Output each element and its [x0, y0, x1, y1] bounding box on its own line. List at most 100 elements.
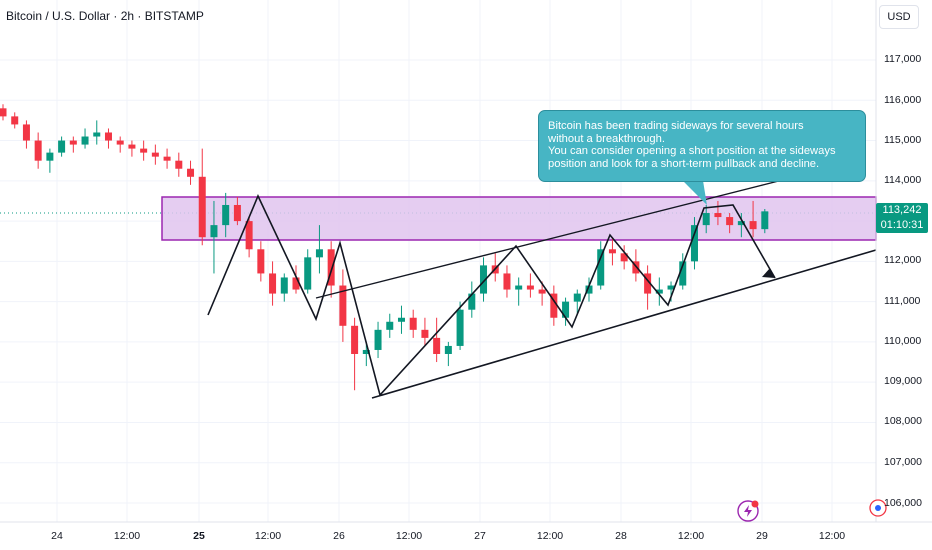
candle-body — [22, 124, 30, 141]
candle-body — [690, 225, 698, 262]
price-label: 111,000 — [884, 295, 921, 307]
time-label: 12:00 — [395, 530, 423, 542]
time-label: 12:00 — [677, 530, 705, 542]
analysis-callout[interactable]: Bitcoin has been trading sideways for se… — [538, 110, 866, 182]
candle-body — [468, 293, 476, 310]
candle-body — [726, 217, 734, 226]
candle-body — [187, 168, 195, 177]
candle-body — [245, 221, 253, 250]
candle-body — [749, 221, 757, 230]
price-label: 114,000 — [884, 174, 922, 186]
candle-body — [538, 289, 546, 294]
candle-body — [128, 144, 136, 149]
candles — [0, 104, 769, 391]
time-label: 12:00 — [113, 530, 141, 542]
candle-body — [386, 321, 394, 330]
candle-body — [46, 152, 54, 161]
candle-body — [175, 160, 183, 169]
candle-body — [456, 309, 464, 346]
price-label: 112,000 — [884, 254, 922, 266]
candle-body — [11, 116, 19, 125]
candle-body — [151, 152, 159, 157]
candle-body — [198, 176, 206, 238]
candle-body — [292, 277, 300, 290]
candle-body — [351, 325, 359, 354]
price-label: 107,000 — [884, 456, 922, 468]
candle-body — [737, 221, 745, 226]
callout-line: Bitcoin has been trading sideways for se… — [548, 120, 804, 132]
current-price-value: 113,242 — [882, 204, 922, 216]
candle-body — [397, 317, 405, 322]
price-label: 116,000 — [884, 94, 922, 106]
candle-body — [667, 285, 675, 290]
candle-body — [304, 257, 312, 290]
candle-body — [585, 285, 593, 294]
time-label: 12:00 — [818, 530, 846, 542]
candle-body — [597, 249, 605, 286]
candle-body — [327, 249, 335, 286]
candle-body — [526, 285, 534, 290]
callout-line: position and look for a short-term pullb… — [548, 157, 820, 170]
candle-body — [714, 213, 722, 218]
chart-grid — [0, 0, 876, 522]
candle-body — [515, 285, 523, 290]
callout-line: without a breakthrough. — [548, 132, 665, 145]
candle-body — [140, 148, 148, 153]
current-price-tag: 113,242 01:10:31 — [876, 203, 928, 233]
candle-body — [280, 277, 288, 294]
callout-line: You can consider opening a short positio… — [548, 145, 836, 158]
candle-body — [104, 132, 112, 141]
candle-countdown: 01:10:31 — [880, 219, 924, 231]
candle-body — [362, 349, 370, 354]
candle-body — [339, 285, 347, 326]
price-label: 115,000 — [884, 134, 922, 146]
candle-body — [761, 211, 769, 230]
time-label: 12:00 — [536, 530, 564, 542]
candle-body — [233, 204, 241, 222]
currency-button[interactable]: USD — [879, 5, 919, 29]
tradingview-logo-icon[interactable] — [869, 499, 887, 517]
candle-body — [608, 249, 616, 254]
candle-body — [655, 289, 663, 294]
upper-trendline — [315, 169, 823, 299]
time-label: 26 — [333, 530, 345, 542]
symbol-title[interactable]: Bitcoin / U.S. Dollar · 2h · BITSTAMP — [6, 9, 204, 23]
candle-body — [421, 329, 429, 338]
time-label: 12:00 — [254, 530, 282, 542]
candle-body — [620, 253, 628, 262]
sideways-zone — [161, 196, 877, 241]
candle-body — [81, 136, 89, 145]
time-label: 27 — [474, 530, 486, 542]
lightning-icon[interactable] — [737, 500, 759, 522]
candle-body — [163, 156, 171, 161]
candle-body — [93, 132, 101, 137]
time-label: 24 — [51, 530, 63, 542]
price-label: 108,000 — [884, 415, 922, 427]
zigzag-pattern — [207, 194, 776, 397]
candle-body — [222, 204, 230, 226]
candle-body — [374, 329, 382, 350]
candle-body — [444, 345, 452, 354]
candle-body — [116, 140, 124, 145]
candle-body — [69, 140, 77, 145]
candle-body — [480, 265, 488, 294]
candle-body — [0, 108, 7, 117]
candle-body — [210, 225, 218, 238]
candle-body — [269, 273, 277, 294]
candle-body — [257, 249, 265, 274]
price-label: 110,000 — [884, 335, 922, 347]
candle-body — [679, 261, 687, 286]
time-label: 28 — [615, 530, 627, 542]
candle-body — [58, 140, 66, 153]
candle-body — [315, 249, 323, 258]
time-label: 25 — [193, 530, 205, 542]
price-label: 109,000 — [884, 375, 922, 387]
candle-body — [644, 273, 652, 294]
candle-body — [550, 293, 558, 318]
candle-body — [702, 213, 710, 226]
candle-body — [409, 317, 417, 330]
candle-body — [562, 301, 570, 318]
time-label: 29 — [756, 530, 768, 542]
candle-body — [34, 140, 42, 161]
